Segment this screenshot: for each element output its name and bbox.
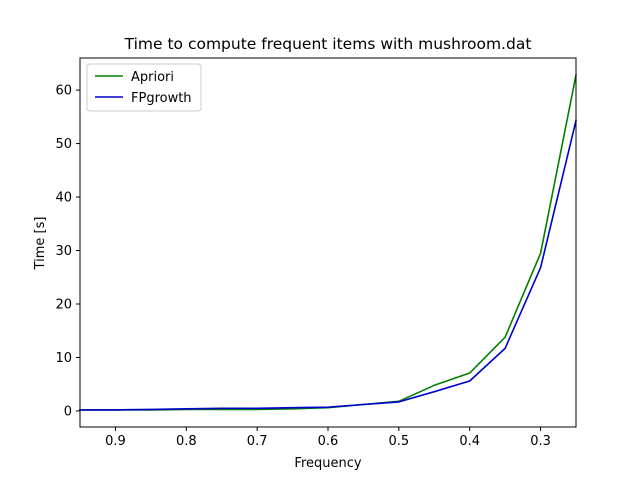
y-tick-label: 0	[64, 404, 72, 419]
x-tick-label: 0.8	[176, 434, 197, 449]
series-line-fpgrowth	[79, 119, 577, 411]
x-tick-label: 0.9	[105, 434, 126, 449]
x-tick-label: 0.4	[459, 434, 480, 449]
y-tick-label: 40	[55, 191, 72, 206]
chart-title: Time to compute frequent items with mush…	[124, 35, 532, 53]
x-axis-ticks: 0.9 0.8 0.7 0.6 0.5 0.4 0.3	[105, 427, 551, 449]
x-axis-label: Frequency	[294, 456, 361, 471]
x-tick-label: 0.3	[530, 434, 551, 449]
y-axis-ticks: 0 10 20 30 40 50 60	[55, 84, 80, 419]
x-tick-label: 0.7	[247, 434, 268, 449]
y-tick-label: 50	[55, 137, 72, 152]
y-tick-label: 60	[55, 84, 72, 99]
y-axis-label: Time [s]	[33, 217, 48, 271]
plot-area-frame	[79, 57, 577, 428]
x-tick-label: 0.5	[389, 434, 410, 449]
legend-label-fpgrowth: FPgrowth	[131, 91, 192, 106]
y-tick-label: 20	[55, 298, 72, 313]
x-tick-label: 0.6	[318, 434, 339, 449]
y-tick-label: 30	[55, 244, 72, 259]
legend-label-apriori: Apriori	[131, 70, 174, 85]
series-layer	[79, 74, 577, 411]
y-tick-label: 10	[55, 351, 72, 366]
legend: Apriori FPgrowth	[86, 63, 202, 112]
